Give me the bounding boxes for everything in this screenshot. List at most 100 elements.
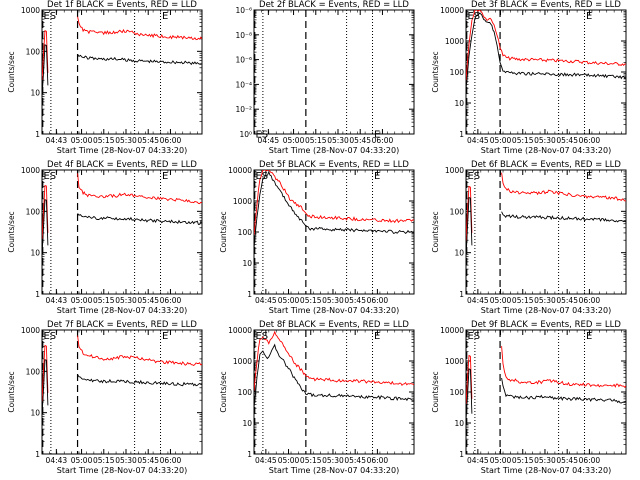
chart-title: Det 2f BLACK = Events, RED = LLD [259, 0, 409, 10]
x-axis-label: Start Time (28-Nov-07 04:33:20) [269, 146, 399, 155]
y-tick-label: 1000 [233, 197, 252, 206]
events-series-line [501, 377, 626, 404]
x-tick-label: 05:15 [93, 296, 115, 305]
x-axis-label: Start Time (28-Nov-07 04:33:20) [57, 306, 187, 315]
events-series-line [466, 368, 473, 421]
lld-series-line [466, 354, 473, 404]
x-tick-label: 05:15 [512, 456, 534, 465]
y-axis-label: Counts/sec [219, 211, 228, 252]
x-tick-label: 05:00 [71, 456, 93, 465]
y-tick-label: 1 [35, 290, 40, 299]
x-tick-label: 04:45 [467, 456, 489, 465]
region-label: E [162, 171, 168, 182]
y-tick-label: 100 [450, 207, 465, 216]
x-tick-label: 05:30 [322, 456, 344, 465]
y-tick-label: 1000 [233, 357, 252, 366]
plot-frame [41, 169, 203, 295]
y-tick-label: 10 [30, 409, 40, 418]
region-label: ES [467, 171, 480, 182]
x-tick-label: 05:45 [137, 456, 159, 465]
x-tick-label: 05:30 [534, 296, 556, 305]
events-series-line [42, 359, 49, 416]
region-label: ES [43, 331, 56, 342]
y-tick-label: 1 [459, 130, 464, 139]
series-group [42, 173, 202, 257]
y-axis-label: Counts/sec [219, 371, 228, 412]
y-tick-label: 1 [35, 130, 40, 139]
plot-frame [41, 9, 203, 135]
y-tick-label: 100 [26, 47, 41, 56]
series-group [42, 16, 202, 98]
series-group [254, 330, 414, 408]
series-group [42, 335, 202, 416]
chart-panel-5: Det 5f BLACK = Events, RED = LLD 1 10 100 10… [219, 160, 415, 315]
plot-frame [41, 329, 203, 455]
y-tick-label: 1000 [445, 357, 464, 366]
y-tick-label: 10 [30, 249, 40, 258]
y-tick-label: 100 [450, 388, 465, 397]
region-label: E [374, 331, 380, 342]
y-tick-label: 10000 [228, 166, 252, 175]
x-tick-label: 06:00 [160, 456, 182, 465]
chart-title: Det 6f BLACK = Events, RED = LLD [471, 160, 621, 170]
chart-title: Det 5f BLACK = Events, RED = LLD [259, 160, 409, 170]
chart-panel-1: Det 1f BLACK = Events, RED = LLD 1 10 100 10… [7, 0, 203, 155]
x-tick-label: 05:30 [322, 296, 344, 305]
x-axis-label: Start Time (28-Nov-07 04:33:20) [481, 466, 611, 475]
x-tick-label: 05:15 [93, 456, 115, 465]
y-tick-label: 1000 [21, 6, 40, 15]
x-tick-label: 05:00 [490, 296, 512, 305]
events-series-line [77, 374, 202, 387]
x-tick-label: 06:00 [367, 296, 389, 305]
plot-frame [465, 169, 627, 295]
events-series-line [77, 54, 202, 66]
x-tick-label: 05:45 [556, 456, 578, 465]
chart-title: Det 1f BLACK = Events, RED = LLD [47, 0, 197, 10]
region-label: ES [255, 331, 268, 342]
lld-series-line [42, 30, 49, 81]
x-tick-label: 06:00 [372, 136, 394, 145]
x-tick-label: 06:00 [160, 136, 182, 145]
chart-panel-7: Det 7f BLACK = Events, RED = LLD 1 10 100 10… [7, 320, 203, 475]
plot-frame [465, 9, 627, 135]
y-tick-label: 10 [30, 89, 40, 98]
x-tick-label: 05:00 [490, 456, 512, 465]
x-tick-label: 05:45 [344, 456, 366, 465]
lld-series-line [77, 16, 202, 41]
x-tick-label: 04:45 [467, 136, 489, 145]
x-tick-label: 05:30 [115, 136, 137, 145]
region-label: ES [43, 11, 56, 22]
region-label: E [586, 331, 592, 342]
y-tick-label: 10 [454, 419, 464, 428]
y-tick-label: 100 [238, 388, 253, 397]
x-tick-label: 05:30 [115, 296, 137, 305]
y-tick-label: 10 [454, 249, 464, 258]
series-group [466, 172, 626, 259]
x-tick-label: 06:00 [579, 136, 601, 145]
x-tick-label: 05:45 [556, 136, 578, 145]
region-label: ES [255, 130, 268, 141]
events-series-line [501, 211, 626, 223]
x-tick-label: 04:43 [46, 296, 68, 305]
plot-frame [253, 329, 415, 455]
y-axis-label: Counts/sec [7, 211, 16, 252]
x-tick-label: 05:45 [556, 296, 578, 305]
events-series-line [466, 196, 473, 259]
y-tick-label: 10000 [440, 6, 464, 15]
lld-series-line [254, 330, 414, 391]
x-tick-label: 05:15 [300, 296, 322, 305]
x-tick-label: 05:00 [490, 136, 512, 145]
y-tick-label: 1 [35, 450, 40, 459]
events-series-line [254, 343, 414, 408]
x-tick-label: 05:00 [278, 456, 300, 465]
y-axis-label: Counts/sec [431, 371, 440, 412]
x-axis-label: Start Time (28-Nov-07 04:33:20) [269, 306, 399, 315]
y-tick-label: 10⁻⁶ [235, 56, 252, 65]
x-tick-label: 05:00 [283, 136, 305, 145]
events-series-line [466, 12, 626, 90]
y-tick-label: 10⁻² [235, 105, 252, 114]
x-tick-label: 04:45 [255, 296, 277, 305]
x-axis-label: Start Time (28-Nov-07 04:33:20) [269, 466, 399, 475]
x-tick-label: 05:15 [300, 456, 322, 465]
